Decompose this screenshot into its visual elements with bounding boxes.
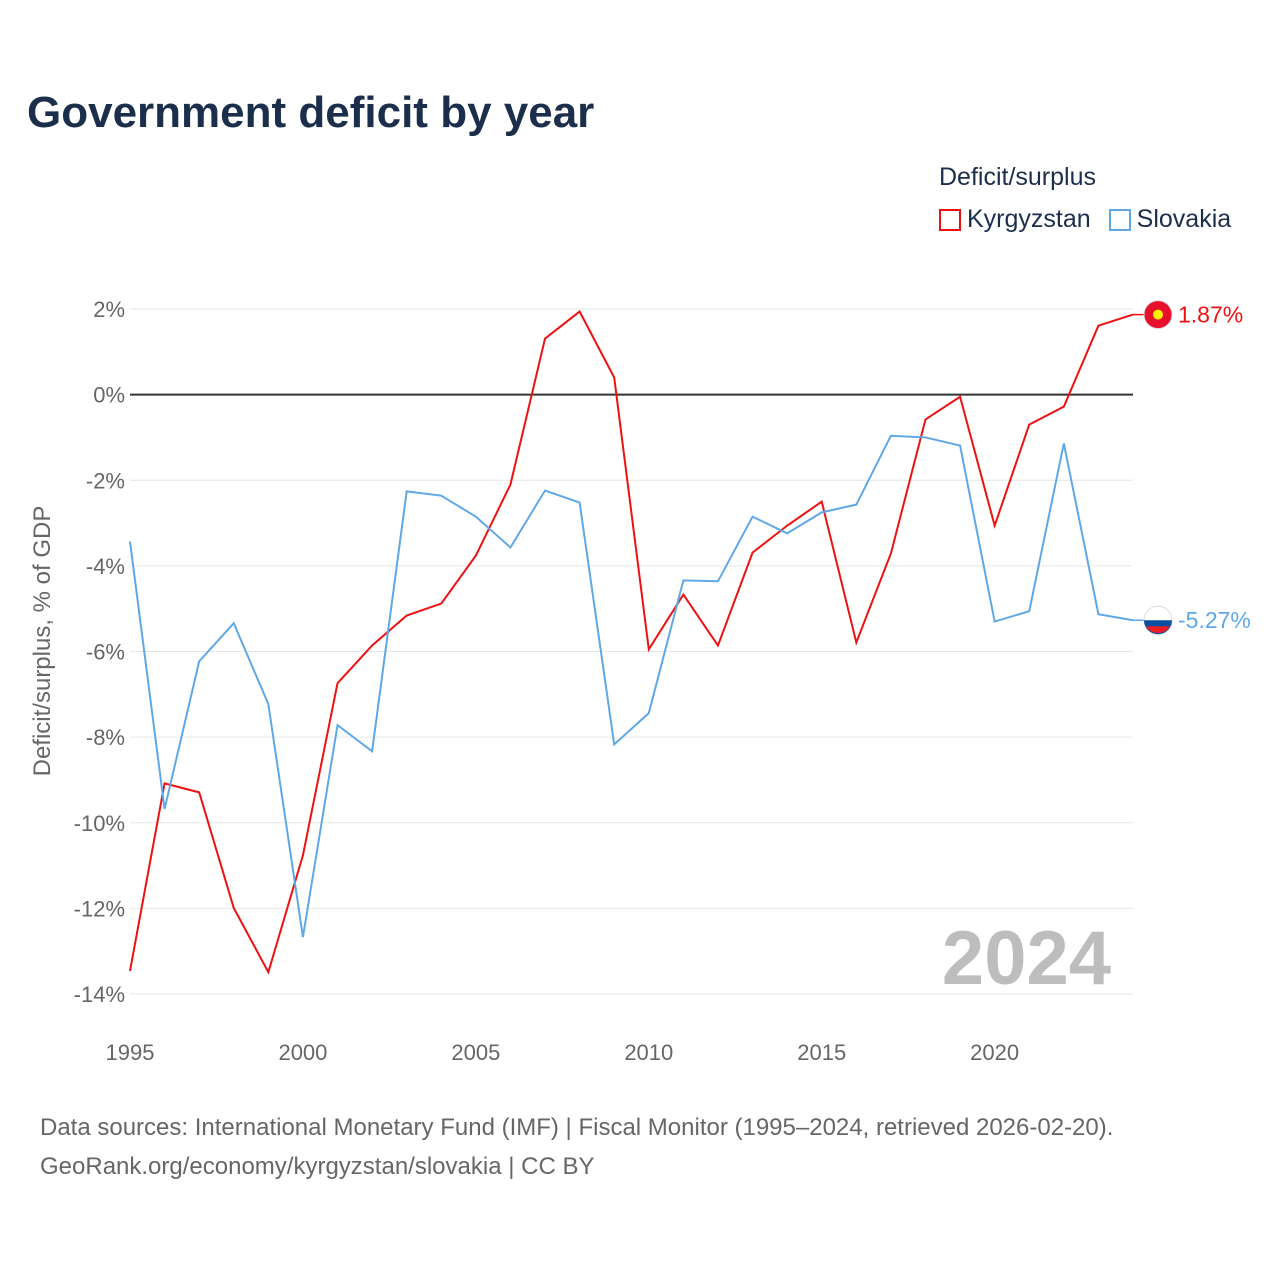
x-tick-label: 2010	[624, 1040, 673, 1065]
flag-sun-icon	[1153, 309, 1163, 320]
legend-label: Slovakia	[1136, 205, 1232, 233]
end-value-label: 1.87%	[1178, 302, 1243, 328]
y-tick-label: -6%	[86, 640, 125, 665]
series-line-kyrgyzstan	[129, 310, 1134, 975]
x-tick-label: 2005	[451, 1040, 500, 1065]
y-tick-label: -10%	[74, 811, 125, 836]
y-axis-label: Deficit/surplus, % of GDP	[29, 506, 56, 777]
x-tick-label: 2015	[797, 1040, 846, 1065]
legend: Kyrgyzstan Slovakia	[939, 205, 1231, 234]
legend-swatch-kyrgyzstan	[939, 208, 961, 231]
year-watermark: 2024	[942, 916, 1111, 1001]
y-tick-label: -8%	[86, 725, 125, 750]
x-tick-label: 2000	[278, 1040, 327, 1065]
source-line-1: Data sources: International Monetary Fun…	[40, 1114, 1114, 1141]
legend-swatch-slovakia	[1108, 208, 1131, 231]
y-tick-label: -12%	[74, 896, 125, 921]
flag-stripe	[1146, 626, 1170, 634]
y-tick-label: -14%	[74, 982, 125, 1007]
y-tick-label: 0%	[93, 383, 125, 408]
chart-title: Government deficit by year	[27, 88, 595, 137]
x-tick-label: 2020	[970, 1040, 1019, 1065]
y-tick-label: -4%	[86, 554, 125, 579]
y-tick-label: 2%	[93, 297, 125, 322]
source-note: Data sources: International Monetary Fun…	[40, 1108, 1113, 1186]
y-tick-label: -2%	[86, 468, 125, 493]
source-line-2[interactable]: GeoRank.org/economy/kyrgyzstan/slovakia …	[40, 1153, 595, 1180]
legend-item-kyrgyzstan[interactable]: Kyrgyzstan	[939, 205, 1091, 234]
legend-item-slovakia[interactable]: Slovakia	[1108, 205, 1232, 234]
x-tick-label: 1995	[106, 1040, 155, 1065]
legend-label: Kyrgyzstan	[967, 205, 1091, 233]
series-line-slovakia	[129, 434, 1134, 938]
end-value-label: -5.27%	[1178, 607, 1251, 633]
legend-title: Deficit/surplus	[939, 163, 1096, 191]
